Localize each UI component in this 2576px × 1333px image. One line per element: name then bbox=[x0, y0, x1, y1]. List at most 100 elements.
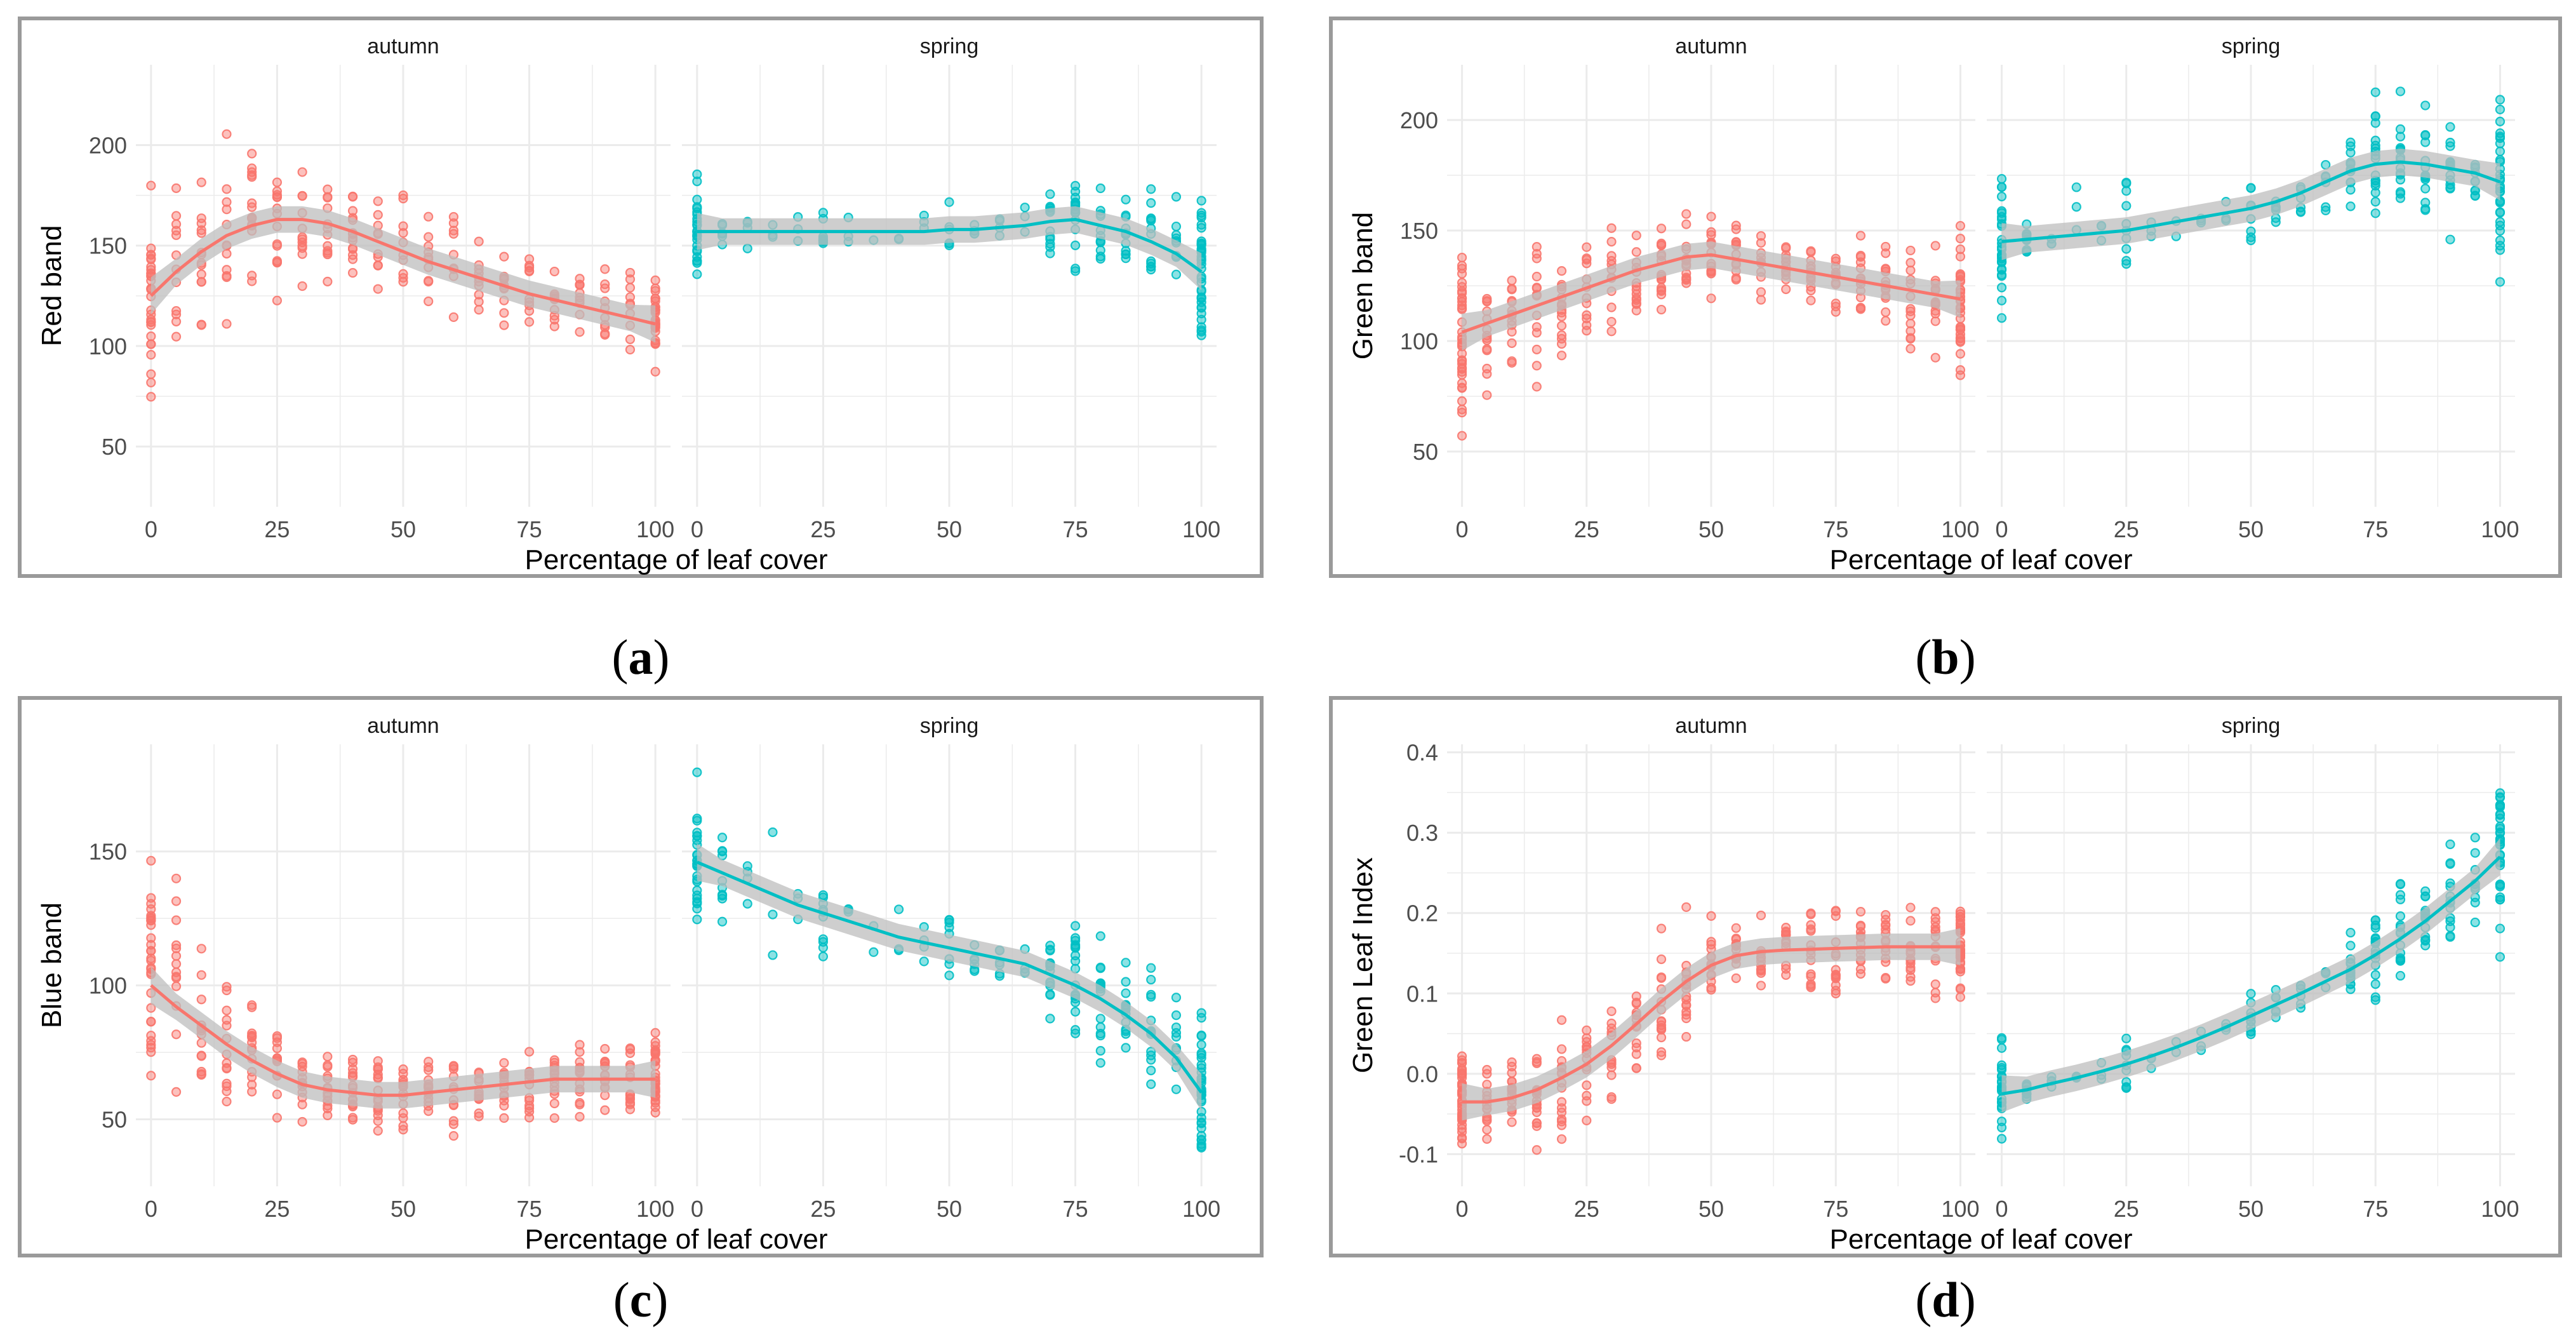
data-point bbox=[1855, 231, 1866, 241]
data-point bbox=[2370, 180, 2380, 191]
chart-svg-b: autumn 0 25 50 75 100 spring 0 25 50 75 100 50 100 150… bbox=[1347, 34, 2519, 575]
data-point bbox=[1196, 293, 1206, 303]
y-tick-label: 200 bbox=[1400, 107, 1438, 133]
data-point bbox=[1146, 258, 1156, 269]
data-point bbox=[2395, 124, 2406, 135]
data-point bbox=[2370, 992, 2380, 1002]
data-point bbox=[347, 268, 358, 278]
data-point bbox=[474, 1108, 484, 1118]
facet-spring: spring 0 25 50 75 100 bbox=[682, 714, 1220, 1222]
data-point bbox=[1955, 337, 1966, 347]
data-point bbox=[1955, 992, 1966, 1002]
data-point bbox=[575, 1047, 585, 1057]
data-point bbox=[1606, 236, 1617, 247]
y-tick-label: 0.4 bbox=[1406, 740, 1438, 766]
data-point bbox=[2370, 208, 2380, 218]
data-point bbox=[1146, 184, 1156, 194]
data-point bbox=[2495, 800, 2506, 810]
data-point bbox=[1731, 220, 1741, 231]
data-point bbox=[171, 951, 182, 961]
confidence-band bbox=[2001, 149, 2500, 260]
y-tick-label: 50 bbox=[102, 1107, 127, 1133]
data-point bbox=[1196, 1040, 1206, 1050]
data-point bbox=[2420, 184, 2431, 194]
data-point bbox=[1881, 248, 1891, 258]
data-point bbox=[323, 249, 333, 260]
data-point bbox=[575, 327, 585, 337]
data-point bbox=[2445, 858, 2455, 868]
data-point bbox=[146, 855, 156, 866]
data-point bbox=[1457, 252, 1467, 263]
data-point bbox=[1146, 974, 1156, 985]
data-point bbox=[1756, 295, 1766, 305]
data-point bbox=[398, 1125, 408, 1135]
y-tick-label: 0.0 bbox=[1406, 1061, 1438, 1087]
data-point bbox=[944, 197, 954, 207]
data-point bbox=[1706, 984, 1716, 995]
data-point bbox=[1146, 989, 1156, 1000]
data-point bbox=[2445, 122, 2455, 132]
data-point bbox=[297, 281, 307, 291]
data-point bbox=[146, 377, 156, 387]
data-point bbox=[1482, 1080, 1492, 1090]
data-point bbox=[1955, 220, 1966, 231]
data-point bbox=[448, 1119, 459, 1129]
data-point bbox=[1905, 344, 1916, 354]
data-point bbox=[650, 366, 660, 377]
data-point bbox=[424, 276, 434, 287]
data-point bbox=[1171, 1010, 1182, 1021]
data-point bbox=[1656, 1047, 1667, 1057]
x-tick-label: 0 bbox=[1996, 516, 2008, 542]
data-point bbox=[1996, 191, 2007, 202]
data-point bbox=[222, 197, 232, 207]
data-point bbox=[1606, 1094, 1617, 1104]
data-point bbox=[2395, 894, 2406, 904]
data-point bbox=[1930, 979, 1940, 989]
data-point bbox=[1706, 211, 1716, 222]
data-point bbox=[1631, 998, 1641, 1008]
data-point bbox=[2495, 241, 2506, 251]
data-point bbox=[398, 221, 408, 231]
data-point bbox=[1656, 1024, 1667, 1035]
x-tick-label: 50 bbox=[2238, 516, 2264, 542]
data-point bbox=[1020, 203, 1030, 213]
data-point bbox=[297, 1059, 307, 1069]
y-axis-title: Green band bbox=[1347, 212, 1378, 359]
data-point bbox=[1196, 220, 1206, 230]
data-point bbox=[1196, 314, 1206, 325]
data-point bbox=[1996, 313, 2007, 323]
data-point bbox=[1070, 942, 1081, 953]
data-point bbox=[2121, 255, 2132, 266]
data-point bbox=[2495, 879, 2506, 890]
data-point bbox=[893, 904, 904, 914]
data-point bbox=[1532, 328, 1542, 338]
data-point bbox=[1706, 227, 1716, 237]
data-point bbox=[692, 256, 702, 266]
data-point bbox=[2370, 970, 2380, 980]
facet-label-autumn: autumn bbox=[367, 714, 439, 738]
data-point bbox=[818, 951, 829, 961]
data-point bbox=[2495, 824, 2506, 834]
data-point bbox=[146, 262, 156, 272]
data-point bbox=[1831, 307, 1841, 317]
x-tick-label: 50 bbox=[2238, 1196, 2264, 1222]
data-point bbox=[448, 1062, 459, 1072]
data-point bbox=[1881, 974, 1891, 984]
data-point bbox=[625, 344, 636, 355]
data-point bbox=[1656, 1016, 1667, 1026]
data-point bbox=[1606, 256, 1617, 266]
data-point bbox=[600, 1105, 610, 1115]
data-point bbox=[2370, 178, 2380, 189]
chart-panel-d: autumn 0 25 50 75 100 spring 0 25 50 75 100 -0.1 0.0 0… bbox=[1329, 696, 2562, 1257]
data-point bbox=[2071, 182, 2081, 192]
data-point bbox=[1706, 911, 1716, 921]
data-point bbox=[549, 1098, 559, 1109]
data-point bbox=[247, 276, 257, 286]
y-tick-label: 150 bbox=[89, 839, 127, 865]
data-point bbox=[1731, 973, 1741, 983]
data-point bbox=[272, 295, 283, 305]
data-point bbox=[2495, 809, 2506, 819]
y-tick-label: 100 bbox=[1400, 328, 1438, 354]
data-point bbox=[1806, 247, 1816, 257]
data-point bbox=[1171, 269, 1182, 279]
